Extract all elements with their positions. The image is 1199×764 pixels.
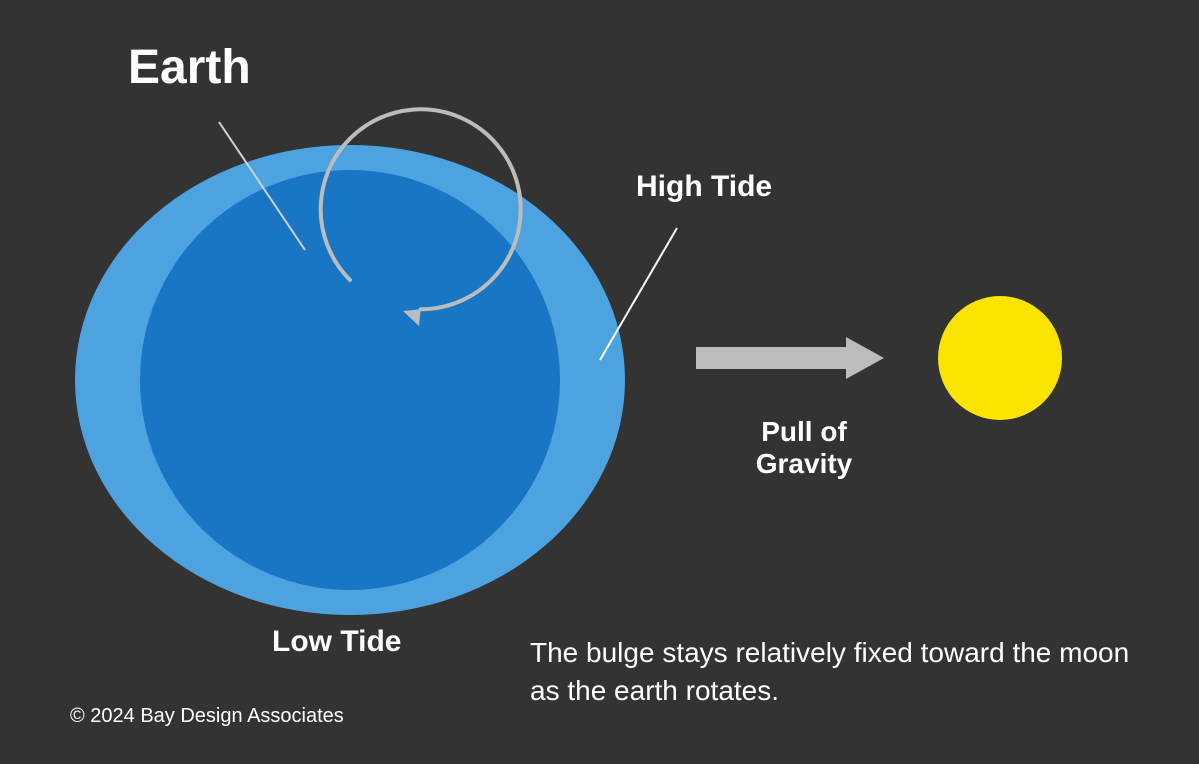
earth-circle bbox=[140, 170, 560, 590]
high-tide-label: High Tide bbox=[636, 170, 772, 204]
copyright-text: © 2024 Bay Design Associates bbox=[70, 705, 344, 728]
pull-of-gravity-label: Pull of Gravity bbox=[709, 416, 899, 480]
low-tide-label: Low Tide bbox=[272, 625, 401, 659]
tides-diagram: Earth High Tide Low Tide Pull of Gravity… bbox=[0, 0, 1199, 764]
earth-label: Earth bbox=[128, 40, 251, 95]
caption-text: The bulge stays relatively fixed toward … bbox=[530, 634, 1150, 710]
moon-circle bbox=[938, 296, 1062, 420]
